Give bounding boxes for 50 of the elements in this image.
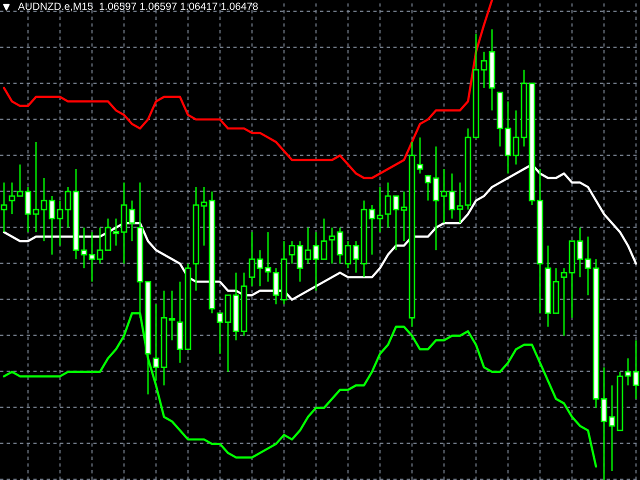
candlestick (584, 236, 592, 296)
candlestick (376, 186, 384, 233)
candlestick (600, 366, 608, 480)
candlestick (40, 177, 48, 242)
candlestick (560, 267, 568, 336)
candlestick (320, 218, 328, 260)
candlestick (344, 240, 352, 269)
candlestick (440, 168, 448, 224)
candlestick (216, 312, 224, 354)
candlestick (304, 226, 312, 264)
candlestick (480, 51, 488, 89)
candlestick (368, 204, 376, 256)
candlestick (248, 231, 256, 287)
candlestick (352, 240, 360, 274)
candlestick (416, 136, 424, 174)
candlestick (384, 182, 392, 228)
candlestick (288, 240, 296, 264)
candlestick (200, 186, 208, 246)
candlestick (576, 226, 584, 278)
candlestick (624, 358, 632, 386)
candlestick (112, 218, 120, 246)
candlestick (336, 226, 344, 264)
candlestick (512, 110, 520, 166)
candlestick (56, 200, 64, 246)
candlestick (32, 141, 40, 233)
candlestick (8, 182, 16, 215)
candlestick (312, 231, 320, 292)
candlestick (48, 195, 56, 256)
candlestick (80, 226, 88, 269)
candlestick (0, 182, 8, 233)
candlestick (448, 172, 456, 220)
candlestick (96, 226, 104, 264)
candlestick (24, 186, 32, 233)
candlestick (608, 384, 616, 472)
candlestick (264, 231, 272, 282)
candlestick (88, 231, 96, 282)
candlestick (400, 190, 408, 242)
candlestick (632, 340, 640, 400)
candlestick (328, 226, 336, 264)
candlestick (256, 249, 264, 287)
candlestick (424, 174, 432, 202)
candlestick (296, 240, 304, 282)
candlestick (64, 186, 72, 228)
candlestick (104, 218, 112, 251)
candlestick (168, 290, 176, 341)
candlestick (16, 164, 24, 197)
chart-title: AUDNZD.e,M15 1.06597 1.06597 1.06417 1.06478 (18, 2, 258, 12)
candlestick (456, 182, 464, 224)
candlestick (392, 195, 400, 251)
candlestick (128, 200, 136, 242)
